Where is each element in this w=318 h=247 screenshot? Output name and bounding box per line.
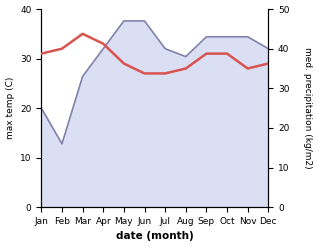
X-axis label: date (month): date (month) (116, 231, 194, 242)
Y-axis label: med. precipitation (kg/m2): med. precipitation (kg/m2) (303, 47, 313, 169)
Y-axis label: max temp (C): max temp (C) (5, 77, 15, 139)
